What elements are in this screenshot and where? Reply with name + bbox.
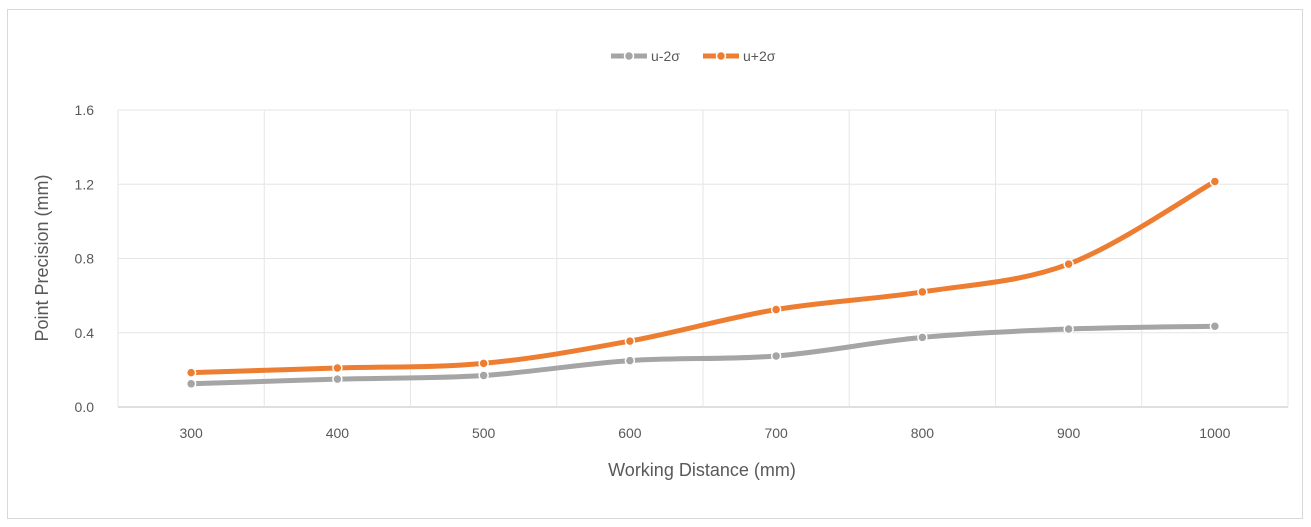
data-point <box>770 350 782 362</box>
data-point <box>332 362 343 374</box>
data-point <box>1209 321 1221 332</box>
x-tick-label: 800 <box>911 425 935 441</box>
legend-marker <box>623 50 635 62</box>
series-lines <box>185 176 1221 390</box>
chart-area <box>7 9 1303 519</box>
data-point <box>185 378 197 390</box>
x-tick-label: 600 <box>618 425 642 441</box>
data-point <box>1063 323 1074 335</box>
data-point <box>478 358 489 369</box>
legend-label: u-2σ <box>651 48 680 64</box>
x-axis-ticks: 300 400 500 600 700 800 900 1000 <box>179 425 1230 441</box>
y-tick-label: 0.0 <box>75 399 95 415</box>
legend-label: u+2σ <box>743 48 776 64</box>
y-tick-label: 1.2 <box>75 176 95 192</box>
data-point <box>917 332 928 343</box>
legend-marker <box>715 50 727 62</box>
data-point <box>770 304 782 315</box>
legend: u-2σ u+2σ <box>611 48 776 64</box>
series-1 <box>185 321 1221 390</box>
y-tick-label: 0.4 <box>75 325 95 341</box>
data-point <box>332 373 343 385</box>
x-tick-label: 700 <box>764 425 788 441</box>
data-point <box>1209 176 1221 187</box>
x-axis-title: Working Distance (mm) <box>608 460 796 480</box>
x-tick-label: 300 <box>179 425 203 441</box>
legend-item: u-2σ <box>611 48 680 64</box>
y-tick-label: 0.8 <box>75 251 95 267</box>
data-point <box>1063 258 1074 270</box>
y-axis-ticks: 0.0 0.4 0.8 1.2 1.6 <box>75 102 95 415</box>
data-point <box>624 335 636 347</box>
data-point <box>624 355 636 366</box>
y-tick-label: 1.6 <box>75 102 95 118</box>
series-2 <box>185 176 1221 378</box>
series-line <box>188 178 1218 376</box>
y-axis-title: Point Precision (mm) <box>32 174 52 341</box>
data-point <box>478 370 489 381</box>
data-point <box>185 367 197 378</box>
x-tick-label: 400 <box>326 425 350 441</box>
legend-item: u+2σ <box>703 48 776 64</box>
x-tick-label: 1000 <box>1199 425 1230 441</box>
series-line <box>188 323 1218 387</box>
x-tick-label: 500 <box>472 425 496 441</box>
x-tick-label: 900 <box>1057 425 1081 441</box>
grid <box>117 109 1289 408</box>
data-point <box>917 286 928 298</box>
